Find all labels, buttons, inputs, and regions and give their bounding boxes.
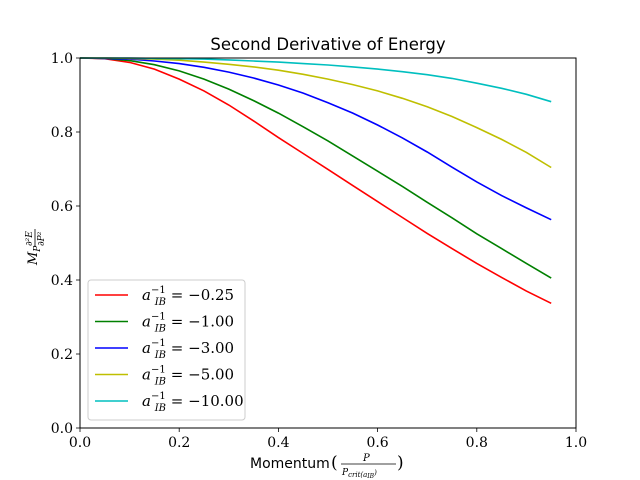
x-axis-label: Momentum ( P Pcrit(aIB) ) [250,453,404,480]
legend-label-5: a−1 IB = −10.00 [142,391,244,414]
series-line-2 [79,57,552,279]
y-tick-label: 0.2 [51,347,73,363]
chart-title: Second Derivative of Energy [210,35,445,54]
series-line-4 [80,57,552,169]
x-tick-label: 0.6 [366,435,388,451]
x-tick-label: 0.4 [267,435,289,451]
svg-text:∂P²: ∂P² [37,231,47,246]
y-tick-label: 0.6 [51,199,73,215]
legend-label-1: a−1 IB = −0.25 [142,285,234,308]
svg-text:Pcrit(aIB): Pcrit(aIB) [341,468,377,480]
y-axis: 0.0 0.2 0.4 0.6 0.8 1.0 [51,51,80,437]
series-line-1 [79,57,552,305]
plot-area [79,57,552,305]
y-tick-label: 0.8 [51,125,73,141]
x-tick-label: 0.8 [466,435,488,451]
svg-text:(: ( [331,453,338,473]
y-tick-label: 0.4 [51,273,73,289]
series-line-3 [79,57,552,221]
svg-text:): ) [397,453,404,473]
x-axis: 0.0 0.2 0.4 0.6 0.8 1.0 [69,428,587,451]
x-tick-label: 0.2 [168,435,190,451]
legend-label-3: a−1 IB = −3.00 [142,338,234,361]
legend-label-2: a−1 IB = −1.00 [142,312,234,335]
x-axis-label-text: Momentum [250,456,330,472]
svg-text:P: P [362,453,370,464]
y-tick-label: 1.0 [51,51,73,67]
x-tick-label: 1.0 [565,435,587,451]
legend: a−1 IB = −0.25 a−1 IB = −1.00 a−1 IB = −3.00 a… [87,279,246,421]
legend-box [87,279,246,421]
plot-frame [79,57,577,429]
svg-text:∂²E: ∂²E [25,231,35,246]
legend-label-4: a−1 IB = −5.00 [142,365,234,388]
y-tick-label: 0.0 [51,421,73,437]
y-axis-label: MP ∂²E ∂P² [25,229,47,266]
svg-text:MP: MP [26,245,43,266]
x-tick-label: 0.0 [69,435,91,451]
